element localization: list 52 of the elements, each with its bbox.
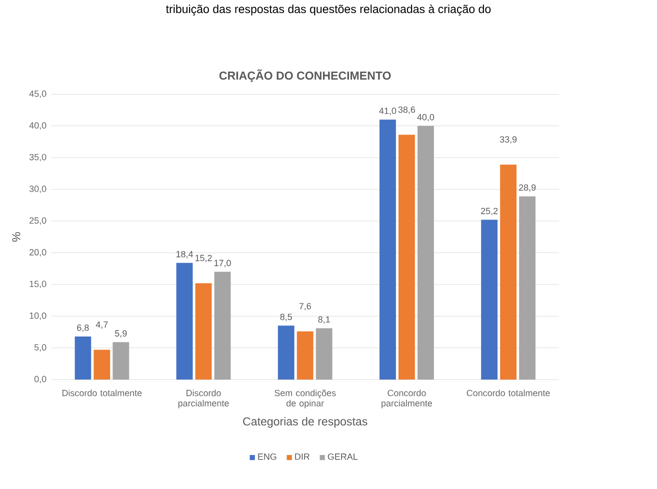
- x-tick-label: Discordo totalmente: [62, 390, 142, 396]
- bar: [519, 196, 536, 380]
- x-tick-label: Sem condições de opinar: [274, 390, 336, 408]
- bar: [380, 120, 396, 380]
- x-tick-label: Concordo parcialmente: [382, 390, 432, 408]
- bar: [481, 220, 498, 380]
- data-label: 17,0: [214, 260, 231, 268]
- y-tick-label: 0,0: [34, 376, 46, 384]
- bar: [176, 262, 193, 380]
- data-label: 38,6: [398, 106, 416, 114]
- y-tick-label: 20,0: [30, 249, 46, 256]
- data-label: 15,2: [195, 254, 212, 262]
- y-tick-label: 10,0: [30, 312, 46, 320]
- y-axis-title: %: [12, 232, 20, 242]
- bar: [398, 134, 415, 380]
- y-tick-label: 15,0: [30, 280, 46, 288]
- legend-label: DIR: [295, 453, 310, 460]
- y-tick-label: 5,0: [34, 344, 46, 352]
- bar: [500, 164, 517, 380]
- x-tick-label: Concordo totalmente: [466, 390, 550, 396]
- y-tick-label: 35,0: [29, 154, 46, 162]
- data-label: 33,9: [500, 136, 517, 144]
- bar: [316, 328, 332, 380]
- data-label: 8,5: [280, 314, 292, 322]
- data-label: 18,4: [176, 250, 193, 258]
- data-label: 6,8: [77, 324, 89, 332]
- y-tick-label: 40,0: [29, 122, 46, 130]
- data-label: 8,1: [318, 316, 330, 324]
- data-label: 40,0: [417, 114, 434, 122]
- bar: [278, 326, 294, 380]
- bar: [417, 126, 434, 380]
- bar: [112, 342, 130, 380]
- data-label: 25,2: [481, 208, 498, 216]
- x-axis-title: Categorias de respostas: [243, 416, 368, 428]
- text: tribuição das respostas das questões relacionadas à criação do: [166, 4, 491, 16]
- bar: [94, 350, 110, 380]
- y-tick-label: 30,0: [29, 186, 46, 194]
- bar: [195, 283, 212, 380]
- data-label: 4,7: [96, 321, 108, 329]
- y-tick-label: 45,0: [29, 90, 46, 98]
- data-label: 7,6: [299, 302, 311, 310]
- x-tick-label: Discordo parcialmente: [178, 390, 229, 408]
- bar: [296, 331, 314, 380]
- legend-label: ENG: [258, 453, 276, 460]
- legend-label: GERAL: [328, 453, 358, 460]
- bar: [74, 336, 92, 380]
- bar: [214, 272, 231, 380]
- chart-title: CRIAÇÃO DO CONHECIMENTO: [219, 69, 391, 82]
- data-label: 28,9: [519, 184, 536, 192]
- data-label: 41,0: [379, 108, 396, 116]
- data-label: 5,9: [115, 330, 127, 338]
- y-tick-label: 25,0: [30, 217, 46, 225]
